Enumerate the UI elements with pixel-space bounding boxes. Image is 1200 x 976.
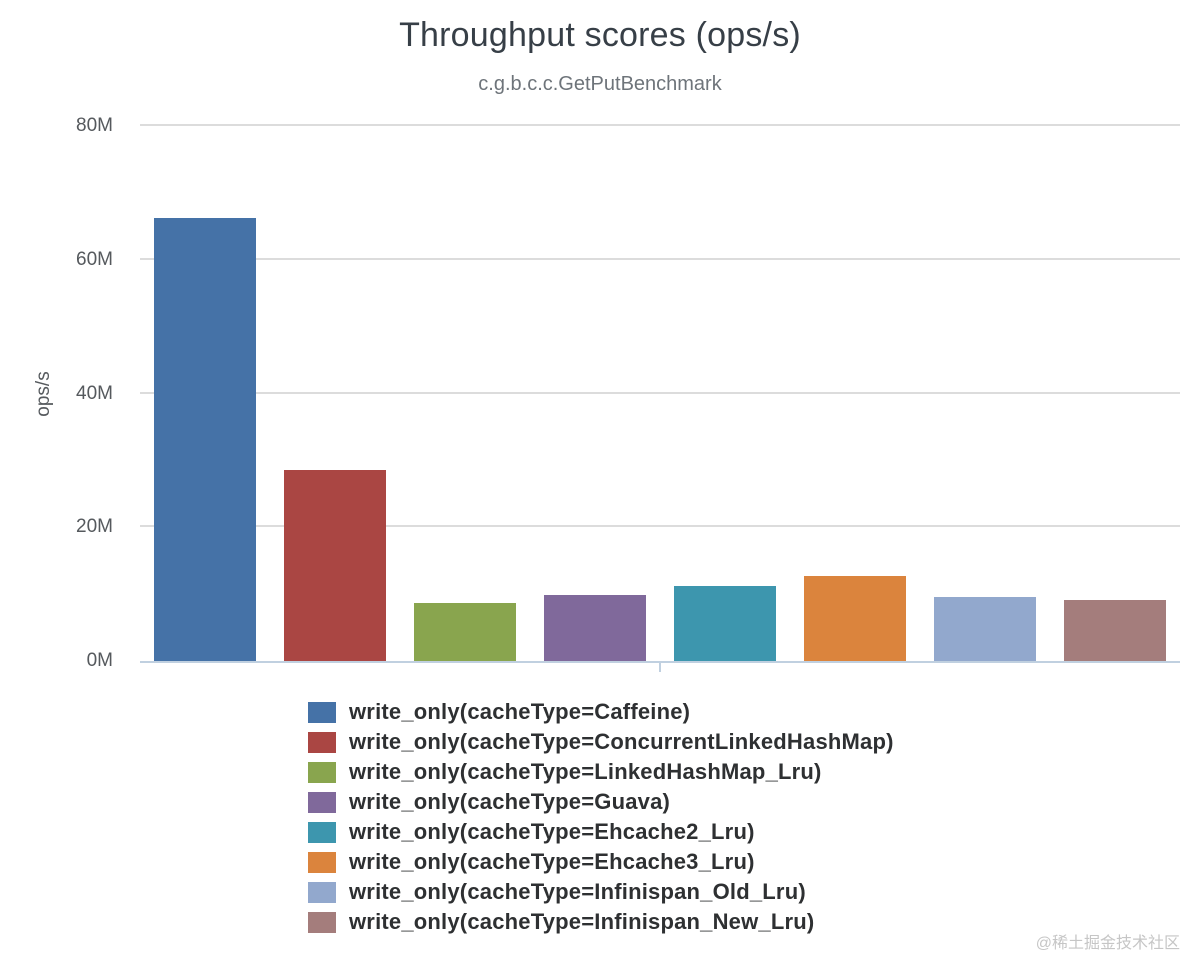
bar-write-only-cachetype-caffeine[interactable]	[154, 217, 256, 661]
legend-item-label: write_only(cacheType=Infinispan_New_Lru)	[349, 909, 815, 934]
gridline-20M	[140, 525, 1180, 528]
y-tick-label-60M: 60M	[76, 248, 113, 270]
bar-write-only-cachetype-infinispan-new-lru[interactable]	[1064, 600, 1166, 661]
y-tick-label-40M: 40M	[76, 382, 113, 404]
bar-write-only-cachetype-concurrentlinkedhashmap[interactable]	[284, 470, 386, 661]
bar-write-only-cachetype-guava[interactable]	[544, 594, 646, 661]
bar-write-only-cachetype-ehcache3-lru[interactable]	[804, 576, 906, 661]
legend-item-write-only-cachetype-infinispan-old-lru[interactable]: write_only(cacheType=Infinispan_Old_Lru)	[308, 877, 894, 907]
x-axis-tick	[659, 661, 661, 672]
legend-item-write-only-cachetype-ehcache2-lru[interactable]: write_only(cacheType=Ehcache2_Lru)	[308, 817, 894, 847]
y-tick-label-80M: 80M	[76, 115, 113, 136]
legend-item-write-only-cachetype-infinispan-new-lru[interactable]: write_only(cacheType=Infinispan_New_Lru)	[308, 907, 894, 937]
watermark: @稀土掘金技术社区	[1035, 935, 1180, 952]
legend-item-write-only-cachetype-ehcache3-lru[interactable]: write_only(cacheType=Ehcache3_Lru)	[308, 847, 894, 877]
gridline-60M	[140, 257, 1180, 260]
y-tick-label-0M: 0M	[86, 650, 113, 671]
legend-item-write-only-cachetype-guava[interactable]: write_only(cacheType=Guava)	[308, 787, 894, 817]
bar-write-only-cachetype-ehcache2-lru[interactable]	[674, 586, 776, 661]
legend-item-label: write_only(cacheType=Guava)	[349, 789, 671, 814]
legend-swatch	[308, 911, 336, 933]
legend-item-label: write_only(cacheType=Caffeine)	[349, 699, 691, 724]
chart-subtitle: c.g.b.c.c.GetPutBenchmark	[478, 73, 722, 95]
bar-write-only-cachetype-infinispan-old-lru[interactable]	[934, 596, 1036, 661]
legend-item-label: write_only(cacheType=Ehcache3_Lru)	[349, 849, 755, 874]
legend-swatch	[308, 881, 336, 903]
legend-item-write-only-cachetype-caffeine[interactable]: write_only(cacheType=Caffeine)	[308, 697, 894, 727]
plot-area	[140, 124, 1180, 672]
legend-item-write-only-cachetype-linkedhashmap-lru[interactable]: write_only(cacheType=LinkedHashMap_Lru)	[308, 757, 894, 787]
chart-title: Throughput scores (ops/s)	[399, 16, 801, 54]
legend-item-label: write_only(cacheType=ConcurrentLinkedHas…	[349, 729, 894, 754]
legend-item-write-only-cachetype-concurrentlinkedhashmap[interactable]: write_only(cacheType=ConcurrentLinkedHas…	[308, 727, 894, 757]
legend-swatch	[308, 851, 336, 873]
gridline-80M	[140, 124, 1180, 126]
legend-item-label: write_only(cacheType=Infinispan_Old_Lru)	[349, 879, 806, 904]
legend-item-label: write_only(cacheType=LinkedHashMap_Lru)	[349, 759, 822, 784]
legend-swatch	[308, 761, 336, 783]
legend-swatch	[308, 701, 336, 723]
gridline-40M	[140, 391, 1180, 394]
legend: write_only(cacheType=Caffeine) write_only…	[308, 697, 894, 937]
legend-swatch	[308, 821, 336, 843]
legend-swatch	[308, 731, 336, 753]
legend-item-label: write_only(cacheType=Ehcache2_Lru)	[349, 819, 755, 844]
y-tick-label-20M: 20M	[76, 516, 113, 538]
legend-swatch	[308, 791, 336, 813]
bar-write-only-cachetype-linkedhashmap-lru[interactable]	[414, 602, 516, 661]
